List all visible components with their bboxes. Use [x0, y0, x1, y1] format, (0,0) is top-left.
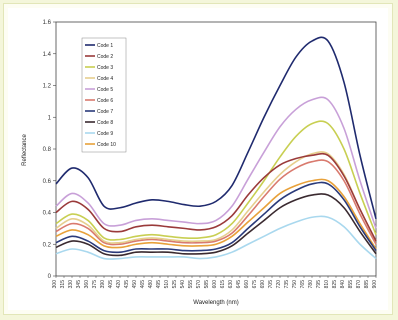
x-tick-label: 690 [260, 280, 266, 289]
x-tick-label: 735 [284, 280, 290, 289]
series-line-code-9 [55, 215, 377, 260]
y-tick-label: 1.6 [43, 20, 52, 26]
reflectance-chart: 00.20.40.60.811.21.41.6 300 315 330 345 360 3… [22, 20, 378, 306]
series-line-code-4 [55, 151, 377, 244]
x-tick-label: 720 [276, 280, 282, 289]
x-tick-label: 840 [340, 280, 346, 289]
x-tick-label: 510 [164, 280, 170, 289]
x-tick-label: 615 [220, 280, 226, 289]
legend-label: Code 5 [97, 87, 113, 93]
x-tick-label: 465 [140, 280, 146, 289]
x-tick-label: 435 [124, 280, 130, 289]
x-tick-label: 645 [236, 280, 242, 289]
x-tick-label: 315 [60, 280, 66, 289]
x-tick-label: 675 [252, 280, 258, 289]
series-line-code-5 [55, 96, 377, 229]
x-tick-label: 900 [372, 280, 378, 289]
x-tick-label: 570 [196, 280, 202, 289]
x-tick-label: 585 [204, 280, 210, 289]
x-tick-label: 390 [100, 280, 106, 289]
chart-frame: 0 0.2 0.4 0.6 0.8 1 1.2 1.4 1.6 300 315 330 345 360 3… [3, 3, 393, 315]
legend-label: Code 4 [97, 76, 113, 82]
y-tick-label: 0.6 [43, 179, 52, 185]
y-tick-label: 1.2 [43, 84, 52, 90]
x-tick-label: 600 [212, 280, 218, 289]
x-tick-label: 405 [108, 280, 114, 289]
x-tick-label: 855 [348, 280, 354, 289]
series-line-code-8 [55, 193, 377, 257]
x-axis-title: Wavelength (nm) [193, 300, 238, 306]
x-tick-label: 555 [188, 280, 194, 289]
y-tick-label: 1.4 [43, 52, 52, 58]
legend-label: Code 1 [97, 43, 113, 49]
x-tick-label: 495 [156, 280, 162, 289]
x-tick-label: 480 [148, 280, 154, 289]
x-tick-label: 780 [308, 280, 314, 289]
x-tick-label: 825 [332, 280, 338, 289]
legend-label: Code 7 [97, 109, 113, 115]
y-tick-label: 0.4 [43, 211, 52, 217]
legend-label: Code 8 [97, 120, 113, 126]
legend: Code 1 Code 2 Code 3 Code 4 Code 5 Code 6 Code… [81, 37, 127, 153]
legend-label: Code 3 [97, 65, 113, 71]
x-tick-label: 660 [244, 280, 250, 289]
x-tick-label: 630 [228, 280, 234, 289]
series-line-code-1 [55, 36, 377, 220]
x-tick-label: 540 [180, 280, 186, 289]
y-tick-label: 1 [48, 115, 52, 121]
x-tick-label: 870 [356, 280, 362, 289]
legend-label: Code 2 [97, 54, 113, 60]
series-line-code-7 [55, 181, 377, 254]
x-tick-label: 300 [52, 280, 58, 289]
x-tick-label: 795 [316, 280, 322, 289]
x-tick-label: 705 [268, 280, 274, 289]
x-tick-label: 810 [324, 280, 330, 289]
x-tick-label: 765 [300, 280, 306, 289]
chart-panel: 0 0.2 0.4 0.6 0.8 1 1.2 1.4 1.6 300 315 330 345 360 3… [8, 8, 388, 310]
series-line-code-6 [55, 159, 377, 246]
x-tick-label: 750 [292, 280, 298, 289]
x-tick-label: 525 [172, 280, 178, 289]
x-tick-label: 885 [364, 280, 370, 289]
series-line-code-2 [55, 152, 377, 242]
x-tick-label: 420 [116, 280, 122, 289]
x-tick-label: 450 [132, 280, 138, 289]
series-line-code-10 [55, 178, 377, 250]
legend-label: Code 10 [97, 142, 116, 148]
x-tick-label: 375 [92, 280, 98, 289]
y-tick-label: 0.2 [43, 242, 52, 248]
y-axis-title: Reflectance [22, 133, 28, 165]
x-tick-label: 360 [84, 280, 90, 289]
legend-label: Code 6 [97, 98, 113, 104]
y-tick-label: 0 [48, 274, 52, 280]
x-tick-label: 330 [68, 280, 74, 289]
series-line-code-3 [55, 120, 377, 241]
y-tick-label: 0.8 [43, 147, 52, 153]
legend-label: Code 9 [97, 131, 113, 137]
x-tick-label: 345 [76, 280, 82, 289]
